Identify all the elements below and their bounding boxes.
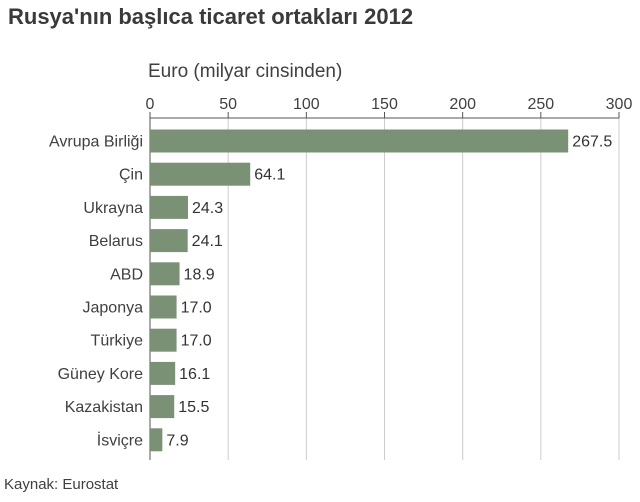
bar <box>150 162 251 186</box>
bars <box>150 129 569 452</box>
bar <box>150 428 163 452</box>
category-label: Türkiye <box>91 333 144 350</box>
data-label: 24.1 <box>192 233 223 250</box>
bar <box>150 229 188 253</box>
data-label: 7.9 <box>166 432 188 449</box>
data-label: 17.0 <box>181 333 212 350</box>
x-axis-ticks: 0 50 100 150 200 250 300 <box>146 96 633 119</box>
bar <box>150 395 175 419</box>
x-axis-title: Euro (milyar cinsinden) <box>148 61 343 82</box>
bar-chart: 0 50 100 150 200 250 300 Avrupa Birliği Çin Ukra… <box>49 96 633 460</box>
x-tick-label: 50 <box>219 96 237 113</box>
bar <box>150 262 180 286</box>
data-label: 18.9 <box>184 266 215 283</box>
bar <box>150 129 569 153</box>
data-label: 64.1 <box>254 167 285 184</box>
x-tick-label: 150 <box>371 96 398 113</box>
data-label: 17.0 <box>181 300 212 317</box>
data-label: 16.1 <box>179 366 210 383</box>
category-label: Güney Kore <box>58 366 143 383</box>
category-label: ABD <box>110 266 143 283</box>
bar <box>150 361 176 385</box>
category-label: Belarus <box>89 233 143 250</box>
x-tick-label: 300 <box>606 96 633 113</box>
value-labels: 267.5 64.1 24.3 24.1 18.9 17.0 17.0 16.1 15.5 7.9 <box>166 134 612 450</box>
category-labels: Avrupa Birliği Çin Ukrayna Belarus ABD Japony… <box>49 134 143 450</box>
data-label: 267.5 <box>572 134 612 151</box>
category-label: Japonya <box>83 300 144 317</box>
category-label: Avrupa Birliği <box>49 134 143 151</box>
x-tick-label: 200 <box>449 96 476 113</box>
data-label: 15.5 <box>178 399 209 416</box>
bar <box>150 295 177 319</box>
category-label: Çin <box>119 167 143 184</box>
category-label: Kazakistan <box>65 399 143 416</box>
bar <box>150 328 177 352</box>
x-tick-label: 0 <box>146 96 155 113</box>
chart-title: Rusya'nın başlıca ticaret ortakları 2012 <box>8 4 414 29</box>
x-tick-label: 100 <box>293 96 320 113</box>
category-label: Ukrayna <box>83 200 143 217</box>
category-label: İsviçre <box>97 430 143 449</box>
x-tick-label: 250 <box>527 96 554 113</box>
bar <box>150 195 188 219</box>
source-note: Kaynak: Eurostat <box>4 476 119 493</box>
data-label: 24.3 <box>192 200 223 217</box>
